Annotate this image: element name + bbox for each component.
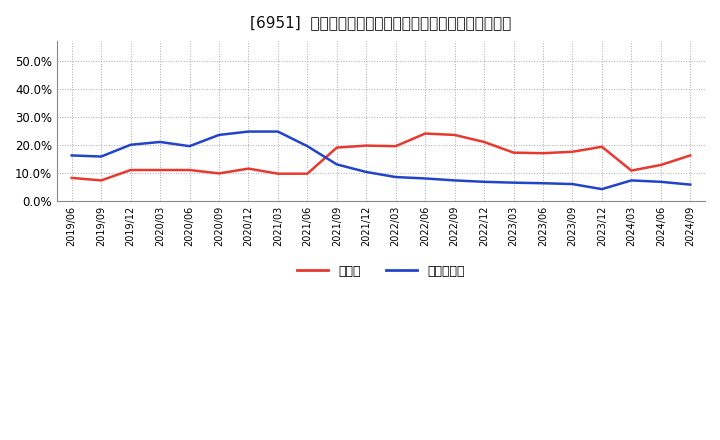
Legend: 現顔金, 有利子負債: 現顔金, 有利子負債 bbox=[292, 260, 469, 282]
Title: [6951]  現顔金、有利子負債の総資産に対する比率の推移: [6951] 現顔金、有利子負債の総資産に対する比率の推移 bbox=[251, 15, 512, 30]
